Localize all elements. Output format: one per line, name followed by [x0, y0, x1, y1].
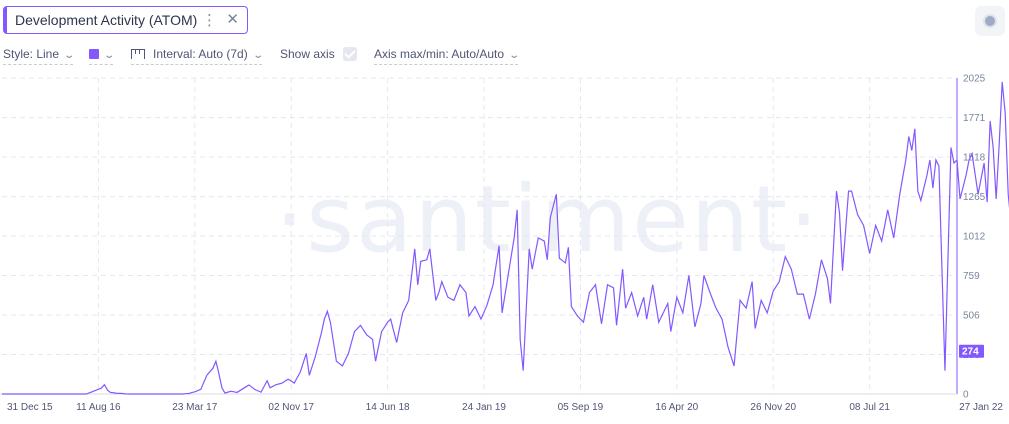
x-tick-label: 31 Dec 15: [7, 402, 53, 413]
chevron-down-icon: ⌄: [508, 50, 521, 61]
current-value-rect: [959, 344, 984, 358]
show-axis-label: Show axis: [280, 47, 335, 61]
x-tick-label: 23 Mar 17: [172, 402, 217, 413]
chevron-down-icon: ⌄: [252, 50, 264, 61]
color-swatch: [89, 49, 99, 59]
x-tick-label: 27 Jan 22: [959, 402, 1003, 413]
show-axis-toggle[interactable]: Show axis: [280, 47, 357, 64]
close-icon[interactable]: ✕: [226, 11, 239, 28]
show-axis-checkbox[interactable]: [342, 47, 357, 61]
y-tick-label: 506: [963, 311, 980, 322]
color-dropdown[interactable]: ⌄: [89, 47, 116, 65]
y-tick-label: 1012: [963, 232, 986, 243]
interval-label: Interval: Auto (7d): [153, 47, 248, 61]
y-tick-label: 1518: [963, 153, 986, 164]
interval-icon: [131, 49, 145, 59]
x-tick-label: 26 Nov 20: [750, 402, 796, 413]
y-tick-label: 0: [963, 390, 969, 401]
y-tick-label: 759: [963, 271, 980, 282]
metric-tab[interactable]: Development Activity (ATOM) ⋮ ✕: [3, 6, 248, 34]
x-tick-label: 08 Jul 21: [849, 402, 890, 413]
chevron-down-icon: ⌄: [103, 50, 116, 61]
style-dropdown[interactable]: Style: Line ⌄: [3, 47, 76, 65]
chart-grid: [2, 77, 957, 394]
y-tick-label: 1771: [963, 113, 986, 124]
x-tick-label: 14 Jun 18: [366, 402, 410, 413]
style-label: Style: Line: [3, 47, 60, 61]
axis-minmax-label: Axis max/min: Auto/Auto: [374, 47, 505, 61]
settings-toggle-button[interactable]: [975, 6, 1005, 36]
x-axis-ticks: 31 Dec 15 11 Aug 16 23 Mar 17 02 Nov 17 14 J…: [7, 402, 1003, 413]
axis-minmax-dropdown[interactable]: Axis max/min: Auto/Auto ⌄: [374, 47, 521, 65]
vertical-dots-icon[interactable]: ⋮: [202, 12, 217, 29]
chevron-down-icon: ⌄: [63, 50, 76, 61]
y-tick-label: 1265: [963, 192, 986, 203]
x-tick-label: 16 Apr 20: [655, 402, 698, 413]
circle-dot-icon: [985, 16, 995, 26]
x-tick-label: 24 Jan 19: [462, 402, 506, 413]
x-tick-label: 05 Sep 19: [558, 402, 604, 413]
x-tick-label: 11 Aug 16: [76, 402, 121, 413]
x-tick-label: 02 Nov 17: [268, 402, 314, 413]
current-value-label: 274: [962, 347, 979, 358]
current-value-badge: 274: [959, 344, 984, 358]
series-line-development-activity: [2, 81, 1009, 395]
metric-title: Development Activity (ATOM): [15, 12, 198, 28]
interval-dropdown[interactable]: Interval: Auto (7d) ⌄: [131, 47, 264, 65]
y-tick-label: 2025: [963, 74, 986, 85]
